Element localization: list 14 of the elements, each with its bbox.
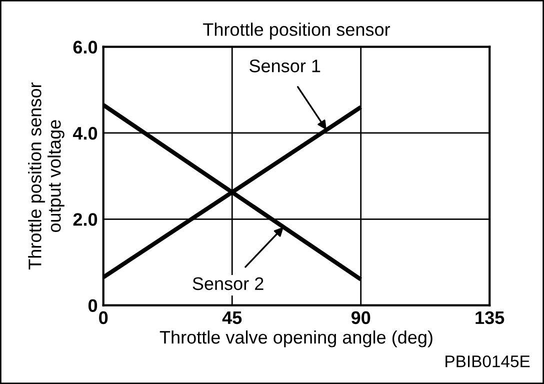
y-tick-label: 4.0: [72, 126, 98, 140]
x-axis-title: Throttle valve opening angle (deg): [160, 330, 432, 348]
x-tick-label: 135: [476, 311, 504, 324]
x-tick-label: 90: [351, 311, 370, 324]
chart-title: Throttle position sensor: [203, 22, 390, 40]
y-axis-title: Throttle position sensor output voltage: [28, 82, 64, 270]
annotation: Sensor 1: [250, 60, 320, 72]
x-tick-label: 0: [99, 311, 108, 324]
y-tick-label: 6.0: [73, 40, 98, 54]
x-tick-label: 45: [222, 312, 242, 324]
annotation: Sensor 2: [192, 277, 264, 290]
text: PBIB0145E: [446, 355, 530, 368]
y-tick-label: 2.0: [73, 213, 98, 226]
y-tick-label: 0: [88, 299, 98, 312]
